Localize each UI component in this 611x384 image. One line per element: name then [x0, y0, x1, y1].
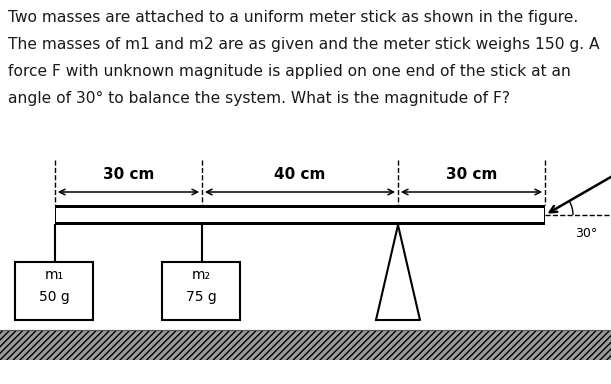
Text: force F with unknown magnitude is applied on one end of the stick at an: force F with unknown magnitude is applie…	[8, 64, 571, 79]
Text: 75 g: 75 g	[186, 290, 216, 304]
Bar	[15, 262, 93, 320]
Bar	[162, 262, 240, 320]
Text: 30°: 30°	[575, 227, 597, 240]
Text: Two masses are attached to a uniform meter stick as shown in the figure.: Two masses are attached to a uniform met…	[8, 10, 578, 25]
Text: 30 cm: 30 cm	[103, 167, 154, 182]
Text: 40 cm: 40 cm	[274, 167, 326, 182]
Text: The masses of m1 and m2 are as given and the meter stick weighs 150 g. A: The masses of m1 and m2 are as given and…	[8, 37, 599, 52]
Bar	[56, 208, 544, 222]
Bar	[0, 330, 611, 360]
Text: angle of 30° to balance the system. What is the magnitude of F?: angle of 30° to balance the system. What…	[8, 91, 510, 106]
Bar	[55, 205, 545, 225]
Text: 50 g: 50 g	[38, 290, 70, 304]
Text: m₂: m₂	[191, 268, 211, 282]
Text: m₁: m₁	[45, 268, 64, 282]
Text: 30 cm: 30 cm	[446, 167, 497, 182]
